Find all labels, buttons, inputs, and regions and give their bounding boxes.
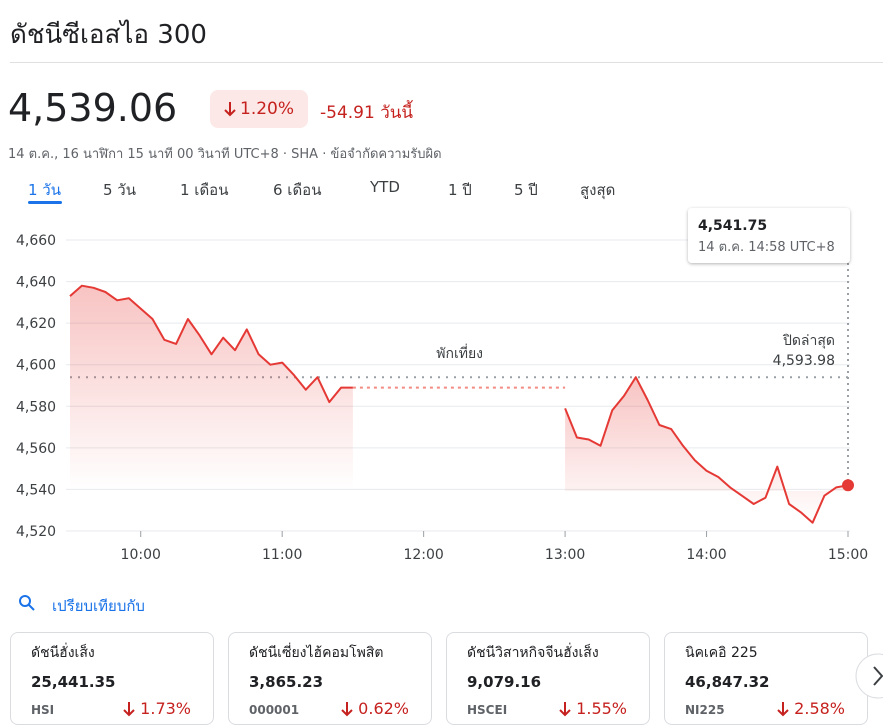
tab[interactable]: 1 เดือน [180,181,229,199]
card-change: 0.62% [358,699,409,718]
tab[interactable]: YTD [370,178,400,196]
previous-close-value: 4,593.98 [773,353,835,369]
area [70,285,353,491]
tab[interactable]: 1 ปี [448,181,472,199]
previous-close-label: ปิดล่าสุด [782,333,835,349]
card-value: 25,441.35 [31,673,116,691]
card-value: 9,079.16 [467,673,542,691]
card-value: 46,847.32 [685,673,770,691]
down-arrow [559,702,571,717]
x-tick-label: 14:00 [686,547,726,563]
meta: 14 ต.ค., 16 นาฬิกา 15 นาที 00 วินาที UTC… [8,147,442,162]
next-button[interactable] [850,652,883,702]
y-tick-label: 4,580 [16,399,56,415]
change-badge [210,90,308,128]
tab[interactable]: 1 วัน [28,181,61,199]
y-tick-label: 4,640 [16,275,56,291]
y-tick-label: 4,600 [16,358,56,374]
chart: 4,520 4,540 4,560 4,580 4,600 4,620 4,640 4,660… [16,208,868,563]
tab[interactable]: สูงสุด [580,181,616,199]
tab-indicator [28,201,62,204]
card-name: ดัชนีวิสาหกิจจีนฮั่งเส็ง [467,645,599,661]
card-name: ดัชนีฮั่งเส็ง [31,645,95,661]
x-tick-label: 10:00 [121,547,161,563]
compare-card[interactable]: ดัชนีเซี่ยงไฮ้คอมโพสิต 3,865.23 000001 0.62… [228,632,432,725]
tab[interactable]: 5 วัน [103,181,136,199]
y-tick-label: 4,620 [16,316,56,332]
y-tick-label: 4,540 [16,482,56,498]
card-symbol: HSCEI [467,703,508,717]
price: 4,539.06 [8,86,178,130]
down-arrow [341,702,353,717]
card-change: 2.58% [794,699,845,718]
down-arrow [777,702,789,717]
divider [10,62,883,63]
compare-title[interactable]: เปรียบเทียบกับ [52,597,145,615]
x-tick-label: 11:00 [262,547,302,563]
compare-card[interactable]: ดัชนีฮั่งเส็ง 25,441.35 HSI 1.73% [10,632,214,725]
x-tick-label: 13:00 [545,547,585,563]
price-line [69,284,353,404]
tab[interactable]: 5 ปี [514,181,538,199]
card-name: นิคเคอิ 225 [685,645,758,661]
card-change: 1.73% [140,699,191,718]
title: ดัชนีซีเอสไอ 300 [10,20,207,50]
annotation: พักเที่ยง [436,344,483,362]
area [565,377,848,523]
down-arrow [123,702,135,717]
search-icon [19,595,35,611]
card-change: 1.55% [576,699,627,718]
tooltip-value: 4,541.75 [698,218,767,234]
compare-card[interactable]: ดัชนีวิสาหกิจจีนฮั่งเส็ง 9,079.16 HSCEI 1.5… [446,632,650,725]
tooltip-box [688,208,850,263]
change: -54.91 วันนี้ [320,103,413,123]
change-percent: 1.20% [240,99,295,119]
card-symbol: HSI [31,703,55,717]
x-tick-label: 12:00 [403,547,443,563]
card-name: ดัชนีเซี่ยงไฮ้คอมโพสิต [249,645,384,661]
tab[interactable]: 6 เดือน [273,181,322,199]
card-value: 3,865.23 [249,673,324,691]
card-symbol: 000001 [249,703,300,717]
last-point [842,479,854,492]
compare-card[interactable]: นิคเคอิ 225 46,847.32 NI225 2.58% [664,632,868,725]
y-tick-label: 4,560 [16,441,56,457]
tooltip-time: 14 ต.ค. 14:58 UTC+8 [698,240,835,255]
price-line [564,376,849,524]
x-tick-label: 15:00 [828,547,868,563]
y-tick-label: 4,520 [16,524,56,540]
card-symbol: NI225 [685,703,725,717]
y-tick-label: 4,660 [16,233,56,249]
down-arrow [224,102,236,117]
